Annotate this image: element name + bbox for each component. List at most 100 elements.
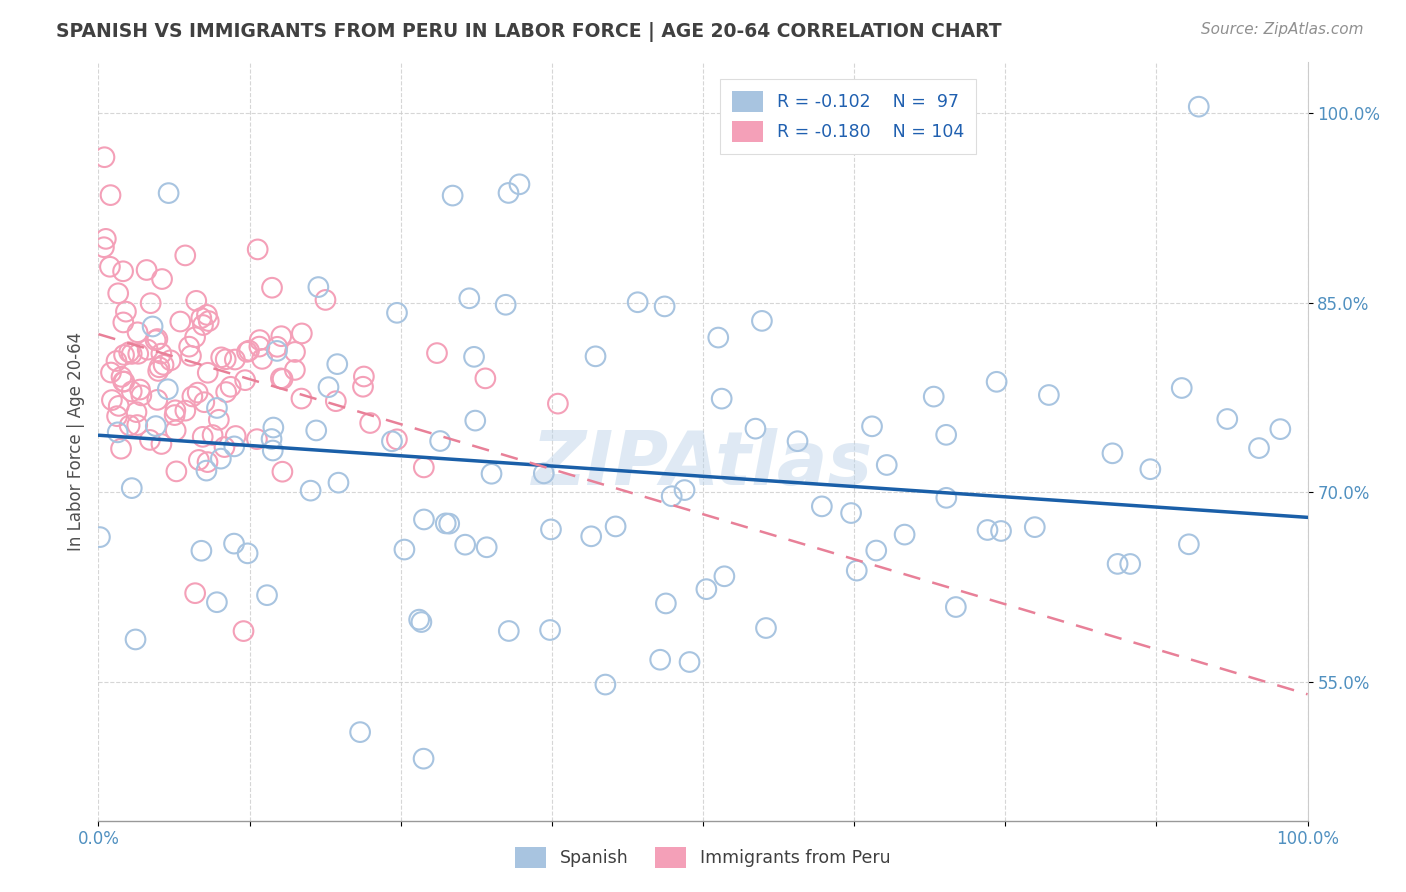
Point: [266, 343, 288, 358]
Point: [1024, 520, 1046, 534]
Point: [146, 332, 169, 346]
Point: [225, 429, 247, 443]
Point: [429, 434, 451, 448]
Point: [627, 295, 650, 310]
Point: [458, 291, 481, 305]
Point: [650, 653, 672, 667]
Point: [755, 621, 778, 635]
Point: [184, 586, 207, 600]
Point: [174, 403, 197, 417]
Point: [107, 286, 129, 301]
Point: [93, 240, 115, 254]
Point: [1247, 441, 1270, 455]
Point: [291, 326, 314, 341]
Point: [224, 352, 246, 367]
Point: [100, 366, 122, 380]
Point: [876, 458, 898, 472]
Point: [893, 527, 915, 541]
Point: [181, 389, 204, 403]
Point: [464, 414, 486, 428]
Point: [112, 264, 135, 278]
Point: [381, 434, 404, 449]
Point: [142, 319, 165, 334]
Point: [197, 366, 219, 380]
Point: [139, 433, 162, 447]
Point: [150, 346, 173, 360]
Point: [236, 344, 259, 359]
Point: [205, 595, 228, 609]
Point: [124, 632, 146, 647]
Point: [215, 352, 238, 367]
Point: [112, 375, 135, 389]
Point: [215, 385, 238, 400]
Point: [118, 345, 141, 359]
Point: [673, 483, 696, 497]
Point: [349, 725, 371, 739]
Point: [93, 150, 115, 164]
Point: [145, 333, 167, 347]
Point: [661, 489, 683, 503]
Point: [159, 353, 181, 368]
Point: [184, 330, 207, 344]
Point: [236, 546, 259, 560]
Point: [498, 186, 520, 200]
Point: [197, 314, 219, 328]
Point: [191, 318, 214, 332]
Point: [121, 347, 143, 361]
Point: [150, 437, 173, 451]
Point: [271, 465, 294, 479]
Point: [115, 304, 138, 318]
Point: [205, 401, 228, 415]
Point: [105, 409, 128, 424]
Text: Source: ZipAtlas.com: Source: ZipAtlas.com: [1201, 22, 1364, 37]
Point: [127, 347, 149, 361]
Point: [180, 349, 202, 363]
Point: [744, 422, 766, 436]
Point: [156, 382, 179, 396]
Point: [100, 188, 122, 202]
Point: [325, 394, 347, 409]
Point: [98, 260, 121, 274]
Point: [353, 369, 375, 384]
Point: [260, 432, 283, 446]
Point: [224, 439, 246, 453]
Point: [187, 453, 209, 467]
Point: [179, 340, 201, 354]
Point: [678, 655, 700, 669]
Point: [107, 425, 129, 440]
Point: [247, 340, 270, 354]
Point: [1139, 462, 1161, 476]
Point: [498, 624, 520, 638]
Legend: Spanish, Immigrants from Peru: Spanish, Immigrants from Peru: [506, 838, 900, 877]
Point: [174, 248, 197, 262]
Point: [437, 516, 460, 531]
Point: [845, 564, 868, 578]
Point: [605, 519, 627, 533]
Point: [1101, 446, 1123, 460]
Point: [94, 232, 117, 246]
Point: [150, 272, 173, 286]
Point: [986, 375, 1008, 389]
Point: [270, 329, 292, 343]
Point: [163, 408, 186, 422]
Point: [976, 523, 998, 537]
Point: [474, 371, 496, 385]
Point: [860, 419, 883, 434]
Point: [209, 451, 232, 466]
Point: [105, 354, 128, 368]
Point: [127, 418, 149, 433]
Point: [811, 500, 834, 514]
Point: [426, 346, 449, 360]
Point: [495, 298, 517, 312]
Point: [209, 351, 232, 365]
Point: [208, 413, 231, 427]
Point: [238, 343, 260, 358]
Point: [190, 543, 212, 558]
Point: [695, 582, 717, 596]
Point: [786, 434, 808, 449]
Point: [146, 392, 169, 407]
Point: [148, 364, 170, 378]
Point: [193, 395, 215, 409]
Point: [318, 380, 340, 394]
Point: [540, 523, 562, 537]
